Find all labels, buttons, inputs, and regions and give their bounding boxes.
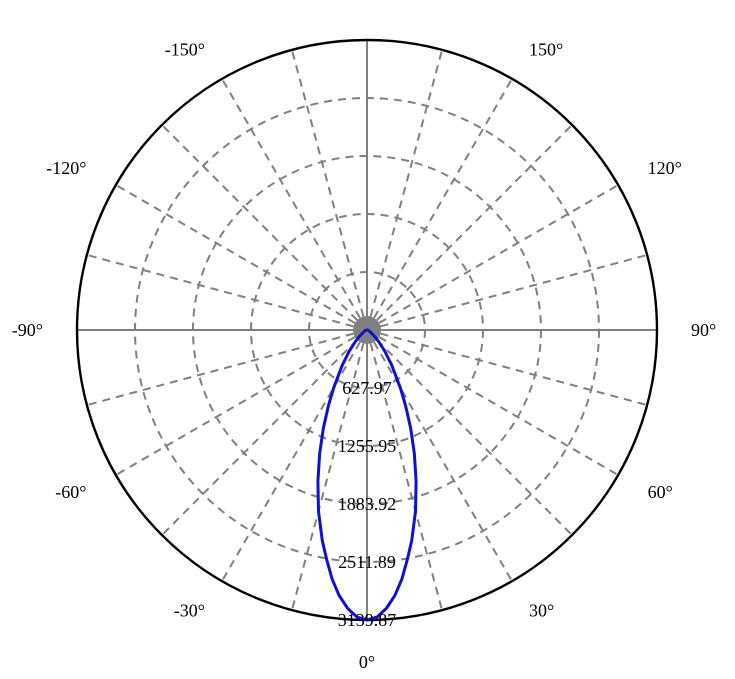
- grid-spoke: [367, 330, 647, 405]
- radial-label: 3139.87: [338, 610, 397, 630]
- grid-spoke: [367, 185, 618, 330]
- angle-label: -120°: [46, 158, 86, 178]
- polar-chart: ±180° 150° 120° 90° 60° 30° 0° -30° -60° -90° -120…: [0, 0, 735, 679]
- angle-label: -90°: [12, 320, 43, 340]
- angle-label: 90°: [691, 320, 716, 340]
- angle-label: -30°: [174, 601, 205, 621]
- angle-label: 60°: [648, 482, 673, 502]
- angle-label: -60°: [55, 482, 86, 502]
- radial-label: 2511.89: [338, 552, 396, 572]
- angle-label: 30°: [529, 601, 554, 621]
- grid-spoke: [367, 125, 572, 330]
- radial-label: 1255.95: [338, 436, 397, 456]
- grid-spoke: [87, 330, 367, 405]
- radial-label: 1883.92: [338, 494, 397, 514]
- grid-spoke: [87, 255, 367, 330]
- grid-spoke: [367, 79, 512, 330]
- grid-spoke: [116, 185, 367, 330]
- radial-label: 627.97: [342, 378, 392, 398]
- angle-label: ±180°: [345, 0, 389, 4]
- grid-spoke: [367, 330, 572, 535]
- grid-spoke: [292, 50, 367, 330]
- angle-label: -150°: [165, 39, 205, 59]
- grid-spoke: [367, 255, 647, 330]
- grid-spoke: [162, 125, 367, 330]
- angle-label: 0°: [359, 652, 375, 672]
- angle-label: 150°: [529, 39, 563, 59]
- grid-spoke: [367, 50, 442, 330]
- grid-spoke: [162, 330, 367, 535]
- grid-spoke: [222, 79, 367, 330]
- angle-label: 120°: [648, 158, 682, 178]
